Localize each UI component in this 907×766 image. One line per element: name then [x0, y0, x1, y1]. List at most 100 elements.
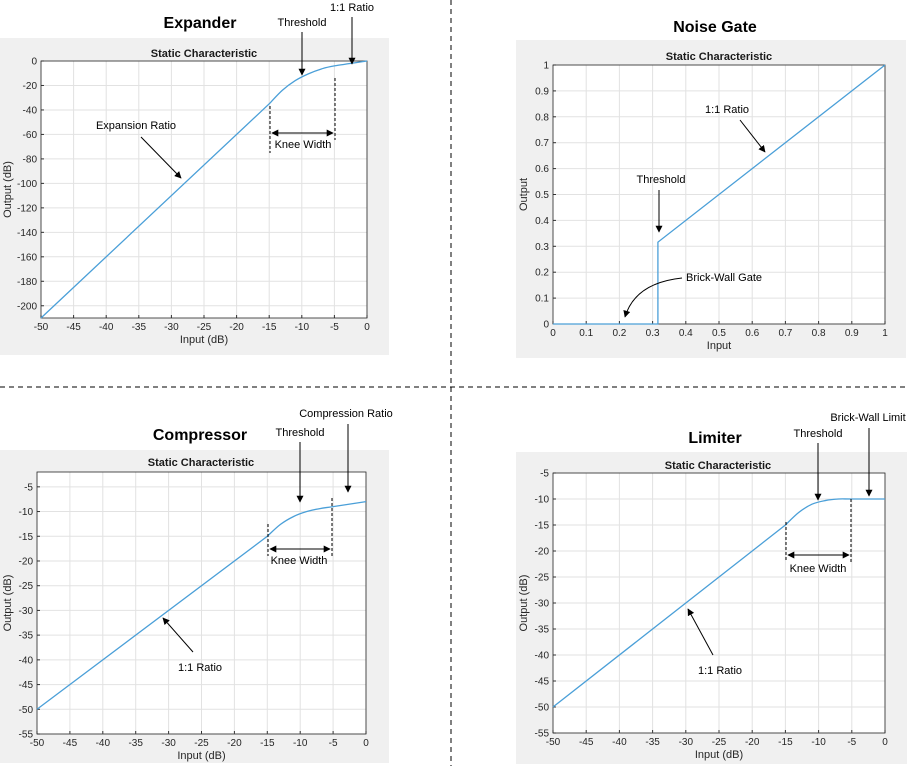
y-tick-label: -15: [535, 521, 550, 532]
x-tick-label: -45: [63, 738, 78, 749]
x-tick-label: 0.6: [745, 328, 759, 339]
y-tick-label: -120: [17, 203, 37, 214]
y-axis-label: Output (dB): [2, 575, 14, 632]
expander-annotations: Threshold 1:1 Ratio Expansion Ratio Knee…: [96, 2, 374, 179]
y-tick-label: -45: [19, 680, 34, 691]
x-tick-label: 0.9: [845, 328, 859, 339]
x-tick-label: 1: [882, 328, 888, 339]
plot-title: Static Characteristic: [148, 457, 254, 469]
y-tick-label: -25: [19, 581, 34, 592]
x-tick-label: -5: [329, 738, 338, 749]
x-tick-label: -20: [745, 737, 760, 748]
annotation-knee-width: Knee Width: [271, 555, 328, 567]
x-axis-label: Input (dB): [180, 334, 228, 346]
series-line: [36, 501, 367, 710]
y-tick-label: -50: [19, 705, 34, 716]
annotation-threshold: Threshold: [637, 174, 686, 186]
x-tick-label: -45: [579, 737, 594, 748]
y-tick-label: -50: [535, 703, 550, 714]
y-tick-label: -5: [540, 469, 549, 480]
y-tick-label: -5: [24, 482, 33, 493]
y-tick-label: 1: [543, 61, 549, 72]
x-tick-label: -40: [612, 737, 627, 748]
x-tick-label: -50: [34, 322, 49, 333]
y-tick-label: -55: [535, 729, 550, 740]
x-tick-label: -30: [679, 737, 694, 748]
series-line: [552, 498, 885, 708]
x-tick-label: -40: [96, 738, 111, 749]
panel-title-noise-gate: Noise Gate: [673, 19, 757, 36]
x-tick-label: -25: [712, 737, 727, 748]
x-tick-label: -15: [262, 322, 277, 333]
x-tick-label: -35: [128, 738, 143, 749]
y-tick-label: 0.3: [535, 242, 549, 253]
y-tick-label: -30: [535, 599, 550, 610]
arrow-expansion-ratio: [140, 136, 182, 179]
x-tick-label: -20: [229, 322, 244, 333]
x-tick-label: 0: [363, 738, 369, 749]
x-tick-label: 0.8: [812, 328, 826, 339]
x-tick-label: 0.4: [679, 328, 693, 339]
x-tick-label: -10: [293, 738, 308, 749]
panel-title-limiter: Limiter: [688, 430, 741, 447]
y-tick-label: 0.6: [535, 164, 549, 175]
annotation-1-1-ratio: 1:1 Ratio: [705, 104, 749, 116]
x-tick-label: 0: [550, 328, 556, 339]
plot-title: Static Characteristic: [665, 460, 771, 472]
x-tick-label: -25: [197, 322, 212, 333]
x-tick-label: 0.3: [646, 328, 660, 339]
arrow-brick-wall-gate: [623, 277, 683, 318]
x-tick-label: 0.1: [579, 328, 593, 339]
plot-title: Static Characteristic: [151, 48, 257, 60]
compressor-plot: Static Characteristic-50 -45 -40 -35 -30 -25-…: [0, 450, 389, 763]
y-tick-label: -15: [19, 532, 34, 543]
x-tick-label: -30: [164, 322, 179, 333]
x-axis-label: Input (dB): [695, 749, 743, 761]
y-tick-label: -20: [23, 81, 38, 92]
compressor-annotations: Threshold Compression Ratio Knee Width 1…: [162, 408, 393, 674]
annotation-threshold: Threshold: [794, 428, 843, 440]
x-tick-label: 0.5: [712, 328, 726, 339]
y-tick-label: -20: [19, 556, 34, 567]
y-tick-label: -55: [19, 730, 34, 741]
arrow-1-1-ratio: [687, 608, 714, 656]
y-tick-label: 0: [31, 57, 37, 68]
x-axis-label: Input: [707, 340, 731, 352]
y-tick-label: 0.9: [535, 86, 549, 97]
y-tick-label: -45: [535, 677, 550, 688]
arrow-1-1-ratio: [162, 617, 194, 653]
y-tick-label: -80: [23, 154, 38, 165]
x-tick-label: -30: [161, 738, 176, 749]
x-tick-label: -50: [546, 737, 561, 748]
y-tick-label: -180: [17, 277, 37, 288]
x-tick-label: -25: [194, 738, 209, 749]
limiter-annotations: Threshold Brick-Wall Limit Knee Width 1:…: [687, 412, 906, 677]
noise-gate-annotations: 1:1 Ratio Threshold Brick-Wall Gate: [623, 104, 766, 318]
x-tick-label: 0.2: [612, 328, 626, 339]
y-tick-label: -30: [19, 606, 34, 617]
y-tick-label: -35: [19, 631, 34, 642]
axes-frame: [40, 60, 368, 319]
axes-frame: [552, 472, 886, 734]
y-tick-label: -25: [535, 573, 550, 584]
y-tick-label: -35: [535, 625, 550, 636]
panel-title-compressor: Compressor: [153, 427, 247, 444]
x-tick-label: -20: [227, 738, 242, 749]
annotation-1-1-ratio: 1:1 Ratio: [178, 662, 222, 674]
x-tick-label: -35: [132, 322, 147, 333]
y-tick-label: -40: [535, 651, 550, 662]
x-tick-label: 0.7: [778, 328, 792, 339]
axes-frame: [552, 64, 886, 325]
annotation-knee-width: Knee Width: [790, 563, 847, 575]
y-tick-label: -160: [17, 252, 37, 263]
annotation-threshold: Threshold: [276, 427, 325, 439]
plot-title: Static Characteristic: [666, 51, 772, 63]
y-tick-label: -40: [23, 105, 38, 116]
series-line: [40, 60, 368, 319]
y-tick-label: 0: [543, 320, 549, 331]
y-tick-label: 0.7: [535, 138, 549, 149]
x-tick-label: -15: [778, 737, 793, 748]
annotation-1-1-ratio: 1:1 Ratio: [698, 665, 742, 677]
y-tick-label: -40: [19, 655, 34, 666]
y-tick-label: -100: [17, 179, 37, 190]
